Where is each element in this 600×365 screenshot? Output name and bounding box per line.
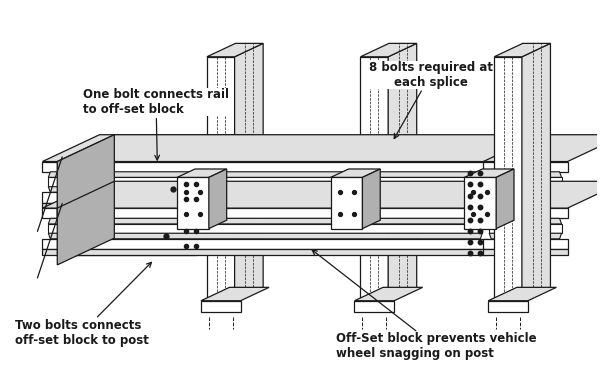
- Polygon shape: [464, 169, 514, 177]
- Text: One bolt connects rail
to off-set block: One bolt connects rail to off-set block: [83, 88, 229, 160]
- Polygon shape: [63, 224, 482, 233]
- Polygon shape: [355, 301, 394, 312]
- Polygon shape: [177, 177, 209, 228]
- Polygon shape: [57, 135, 545, 162]
- Polygon shape: [43, 181, 253, 208]
- Polygon shape: [483, 192, 568, 203]
- Polygon shape: [496, 169, 514, 228]
- Text: 8 bolts required at
each splice: 8 bolts required at each splice: [369, 61, 493, 138]
- Polygon shape: [483, 135, 600, 162]
- Polygon shape: [207, 43, 263, 57]
- Polygon shape: [522, 43, 550, 301]
- Polygon shape: [49, 218, 190, 224]
- Polygon shape: [209, 169, 227, 228]
- Polygon shape: [63, 177, 482, 187]
- Polygon shape: [49, 187, 190, 192]
- Polygon shape: [49, 233, 190, 239]
- Polygon shape: [43, 208, 196, 218]
- Polygon shape: [489, 224, 562, 233]
- Polygon shape: [355, 287, 422, 301]
- Polygon shape: [483, 239, 568, 249]
- Polygon shape: [177, 169, 227, 177]
- Polygon shape: [362, 169, 380, 228]
- Polygon shape: [235, 43, 263, 301]
- Polygon shape: [43, 135, 253, 162]
- Polygon shape: [43, 203, 196, 208]
- Polygon shape: [489, 218, 562, 224]
- Polygon shape: [488, 301, 528, 312]
- Polygon shape: [489, 172, 562, 177]
- Polygon shape: [43, 249, 196, 255]
- Polygon shape: [483, 203, 568, 208]
- Polygon shape: [483, 181, 600, 208]
- Polygon shape: [489, 187, 562, 192]
- Polygon shape: [57, 181, 545, 208]
- Polygon shape: [489, 233, 562, 239]
- Polygon shape: [489, 177, 562, 187]
- Polygon shape: [57, 203, 488, 208]
- Polygon shape: [483, 208, 568, 218]
- Polygon shape: [57, 249, 488, 255]
- Polygon shape: [57, 135, 115, 218]
- Polygon shape: [57, 192, 488, 203]
- Polygon shape: [494, 57, 522, 301]
- Polygon shape: [488, 287, 556, 301]
- Polygon shape: [361, 57, 388, 301]
- Polygon shape: [57, 239, 488, 249]
- Polygon shape: [57, 181, 115, 265]
- Text: Off-Set block prevents vehicle
wheel snagging on post: Off-Set block prevents vehicle wheel sna…: [312, 250, 536, 361]
- Polygon shape: [201, 301, 241, 312]
- Polygon shape: [464, 177, 496, 228]
- Polygon shape: [63, 233, 482, 239]
- Polygon shape: [63, 172, 482, 177]
- Polygon shape: [201, 287, 269, 301]
- Polygon shape: [49, 172, 190, 177]
- Polygon shape: [49, 177, 190, 187]
- Polygon shape: [388, 43, 417, 301]
- Polygon shape: [43, 192, 196, 203]
- Polygon shape: [361, 43, 417, 57]
- Polygon shape: [483, 162, 568, 172]
- Polygon shape: [331, 177, 362, 228]
- Polygon shape: [63, 218, 482, 224]
- Polygon shape: [494, 43, 550, 57]
- Polygon shape: [57, 208, 488, 218]
- Polygon shape: [43, 239, 196, 249]
- Polygon shape: [49, 224, 190, 233]
- Polygon shape: [63, 187, 482, 192]
- Polygon shape: [331, 169, 380, 177]
- Polygon shape: [57, 162, 488, 172]
- Polygon shape: [207, 57, 235, 301]
- Text: Two bolts connects
off-set block to post: Two bolts connects off-set block to post: [14, 262, 151, 347]
- Polygon shape: [43, 162, 196, 172]
- Polygon shape: [483, 249, 568, 255]
